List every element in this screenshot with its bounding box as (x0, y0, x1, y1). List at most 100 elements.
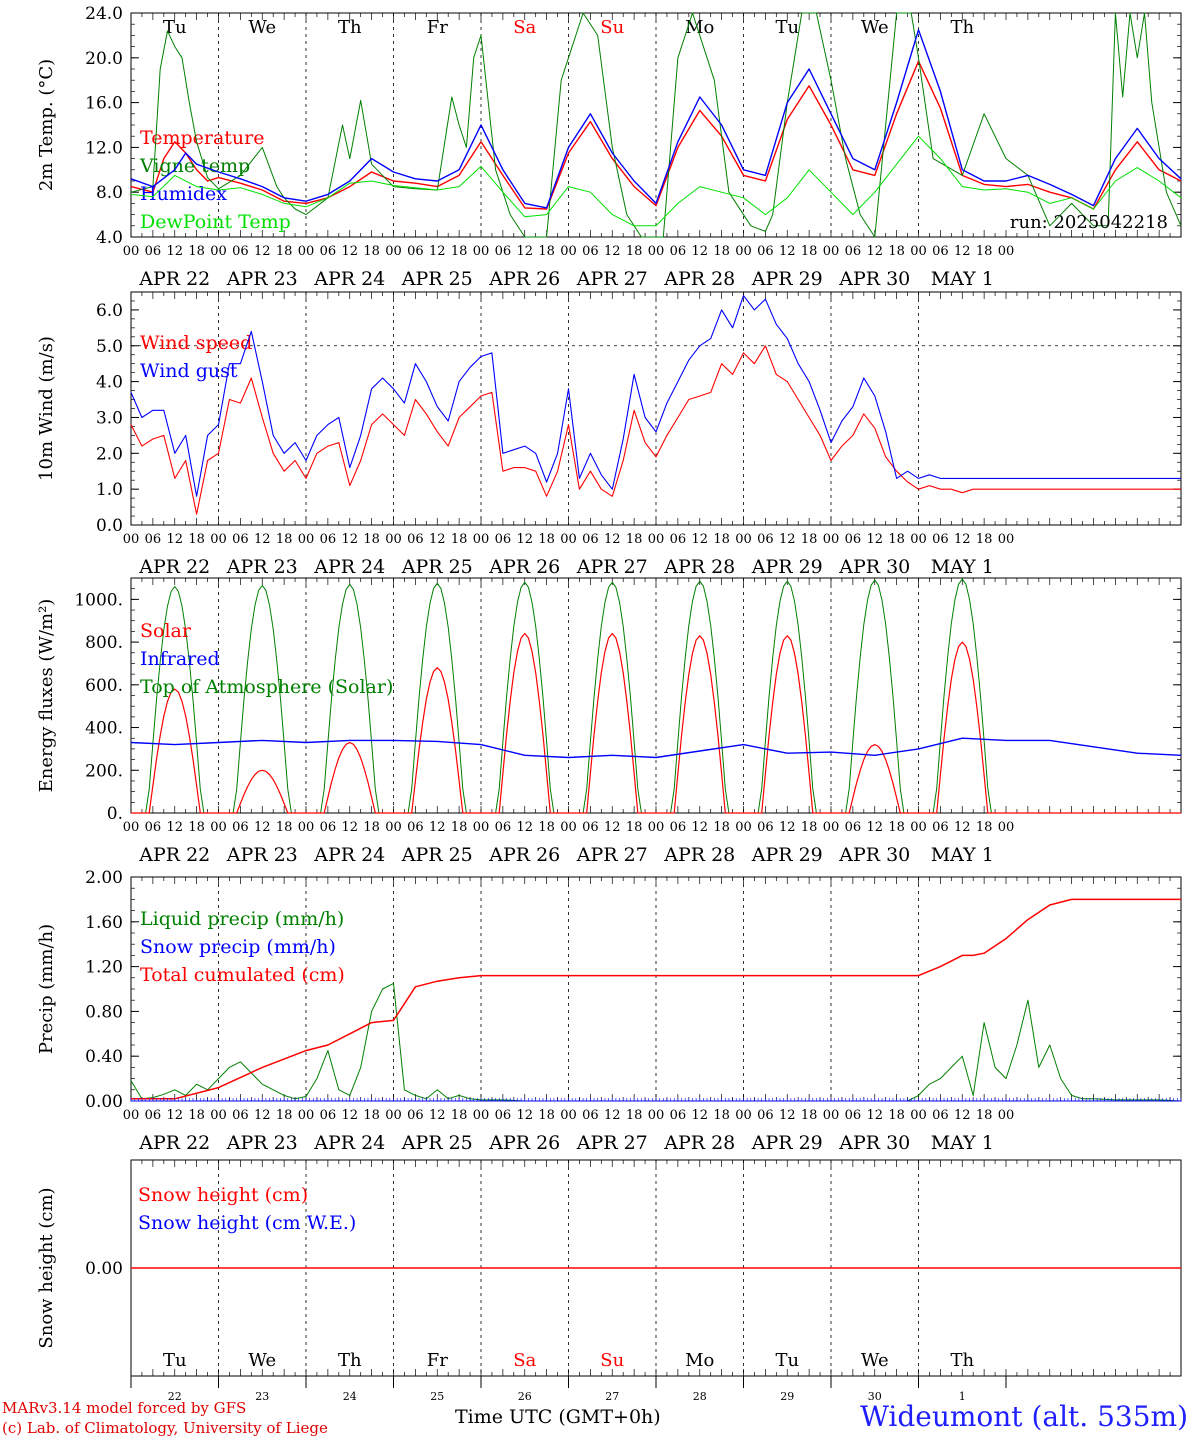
hour-label: 00 (560, 532, 577, 547)
snow-legend-entry: Snow height (cm W.E.) (138, 1212, 356, 1234)
date-label: APR 30 (838, 268, 910, 290)
hour-label: 00 (560, 1108, 577, 1123)
hour-label: 06 (407, 244, 424, 259)
hour-label: 06 (495, 1108, 512, 1123)
hour-label: 00 (823, 1108, 840, 1123)
hour-label: 18 (276, 1108, 293, 1123)
date-label: MAY 1 (931, 556, 994, 578)
date-label: APR 29 (751, 556, 823, 578)
solar-line (131, 632, 1181, 814)
hour-label: 12 (604, 1108, 621, 1123)
date-label: APR 27 (576, 556, 648, 578)
y-tick-label: 0.00 (85, 1259, 123, 1279)
y-tick-label: 4.0 (96, 228, 123, 248)
precip-legend-entry: Snow precip (mm/h) (140, 936, 336, 958)
hour-label: 18 (188, 820, 205, 835)
hour-label: 06 (145, 1108, 162, 1123)
hour-label: 18 (451, 244, 468, 259)
hour-label: 18 (801, 244, 818, 259)
hour-label: 18 (626, 532, 643, 547)
day-number-label: 23 (255, 1390, 269, 1403)
hour-label: 12 (954, 244, 971, 259)
wind-series-line (130, 345, 1181, 515)
hour-label: 06 (670, 532, 687, 547)
hour-label: 06 (145, 532, 162, 547)
date-label: APR 28 (663, 1132, 735, 1154)
precip-legend-entry: Liquid precip (mm/h) (140, 908, 344, 930)
temp-series-line (130, 60, 1182, 210)
hour-label: 06 (845, 244, 862, 259)
hour-label: 18 (276, 244, 293, 259)
weekday-label: Th (950, 17, 974, 38)
weekday-label: Fr (427, 1350, 448, 1371)
hour-label: 12 (166, 532, 183, 547)
y-tick-label: 1.0 (96, 480, 123, 500)
weekday-label: Tu (775, 1350, 799, 1371)
hour-label: 18 (888, 532, 905, 547)
date-label: APR 25 (401, 844, 473, 866)
temp-series-line (130, 135, 1182, 227)
temp-series-line (130, 29, 1182, 209)
hour-label: 12 (954, 532, 971, 547)
hour-label: 18 (363, 244, 380, 259)
weekday-label: Tu (163, 1350, 187, 1371)
hour-label: 00 (123, 532, 140, 547)
hour-label: 06 (670, 820, 687, 835)
day-number-label: 28 (693, 1390, 707, 1403)
hour-label: 00 (298, 1108, 315, 1123)
panel-5-ylabel: Snow height (cm) (36, 1187, 57, 1348)
hour-label: 00 (298, 244, 315, 259)
hour-label: 06 (845, 1108, 862, 1123)
temp-legend-entry: Temperature (140, 127, 264, 149)
y-tick-label: 6.0 (96, 301, 123, 321)
hour-label: 06 (407, 532, 424, 547)
hour-label: 12 (866, 244, 883, 259)
hour-label: 00 (210, 532, 227, 547)
hour-label: 06 (145, 820, 162, 835)
hour-label: 00 (998, 244, 1015, 259)
hour-label: 06 (845, 532, 862, 547)
hour-label: 12 (254, 244, 271, 259)
hour-label: 00 (735, 532, 752, 547)
hour-label: 18 (626, 244, 643, 259)
hour-label: 18 (538, 532, 555, 547)
hour-label: 12 (691, 820, 708, 835)
hour-label: 18 (713, 820, 730, 835)
weekday-label: Mo (685, 17, 714, 38)
day-number-label: 29 (780, 1390, 794, 1403)
panel-3-ylabel: Energy fluxes (W/m²) (36, 599, 57, 793)
hour-label: 18 (538, 244, 555, 259)
hour-label: 18 (538, 820, 555, 835)
y-tick-label: 1.60 (85, 913, 123, 933)
hour-label: 18 (276, 820, 293, 835)
date-label: APR 24 (313, 268, 385, 290)
credit-note: (c) Lab. of Climatology, University of L… (2, 1419, 328, 1437)
hour-label: 12 (254, 820, 271, 835)
precip-legend-entry: Total cumulated (cm) (140, 964, 345, 986)
hour-label: 00 (735, 820, 752, 835)
hour-label: 12 (516, 1108, 533, 1123)
weekday-label: We (861, 1350, 889, 1371)
hour-label: 06 (495, 244, 512, 259)
hour-label: 06 (757, 532, 774, 547)
day-number-label: 27 (605, 1390, 619, 1403)
y-tick-label: 20.0 (85, 49, 123, 69)
date-label: APR 22 (138, 844, 210, 866)
hour-label: 00 (385, 820, 402, 835)
hour-label: 00 (210, 244, 227, 259)
hour-label: 12 (779, 820, 796, 835)
hour-label: 06 (670, 244, 687, 259)
hour-label: 06 (845, 820, 862, 835)
hour-label: 00 (210, 820, 227, 835)
hour-label: 06 (932, 244, 949, 259)
hour-label: 00 (473, 532, 490, 547)
hour-label: 18 (801, 1108, 818, 1123)
hour-label: 12 (166, 244, 183, 259)
date-label: APR 22 (138, 556, 210, 578)
y-tick-label: 0. (107, 804, 123, 824)
date-label: APR 28 (663, 844, 735, 866)
hour-label: 18 (451, 1108, 468, 1123)
hour-label: 18 (888, 820, 905, 835)
y-tick-label: 0.40 (85, 1047, 123, 1067)
hour-label: 00 (910, 1108, 927, 1123)
